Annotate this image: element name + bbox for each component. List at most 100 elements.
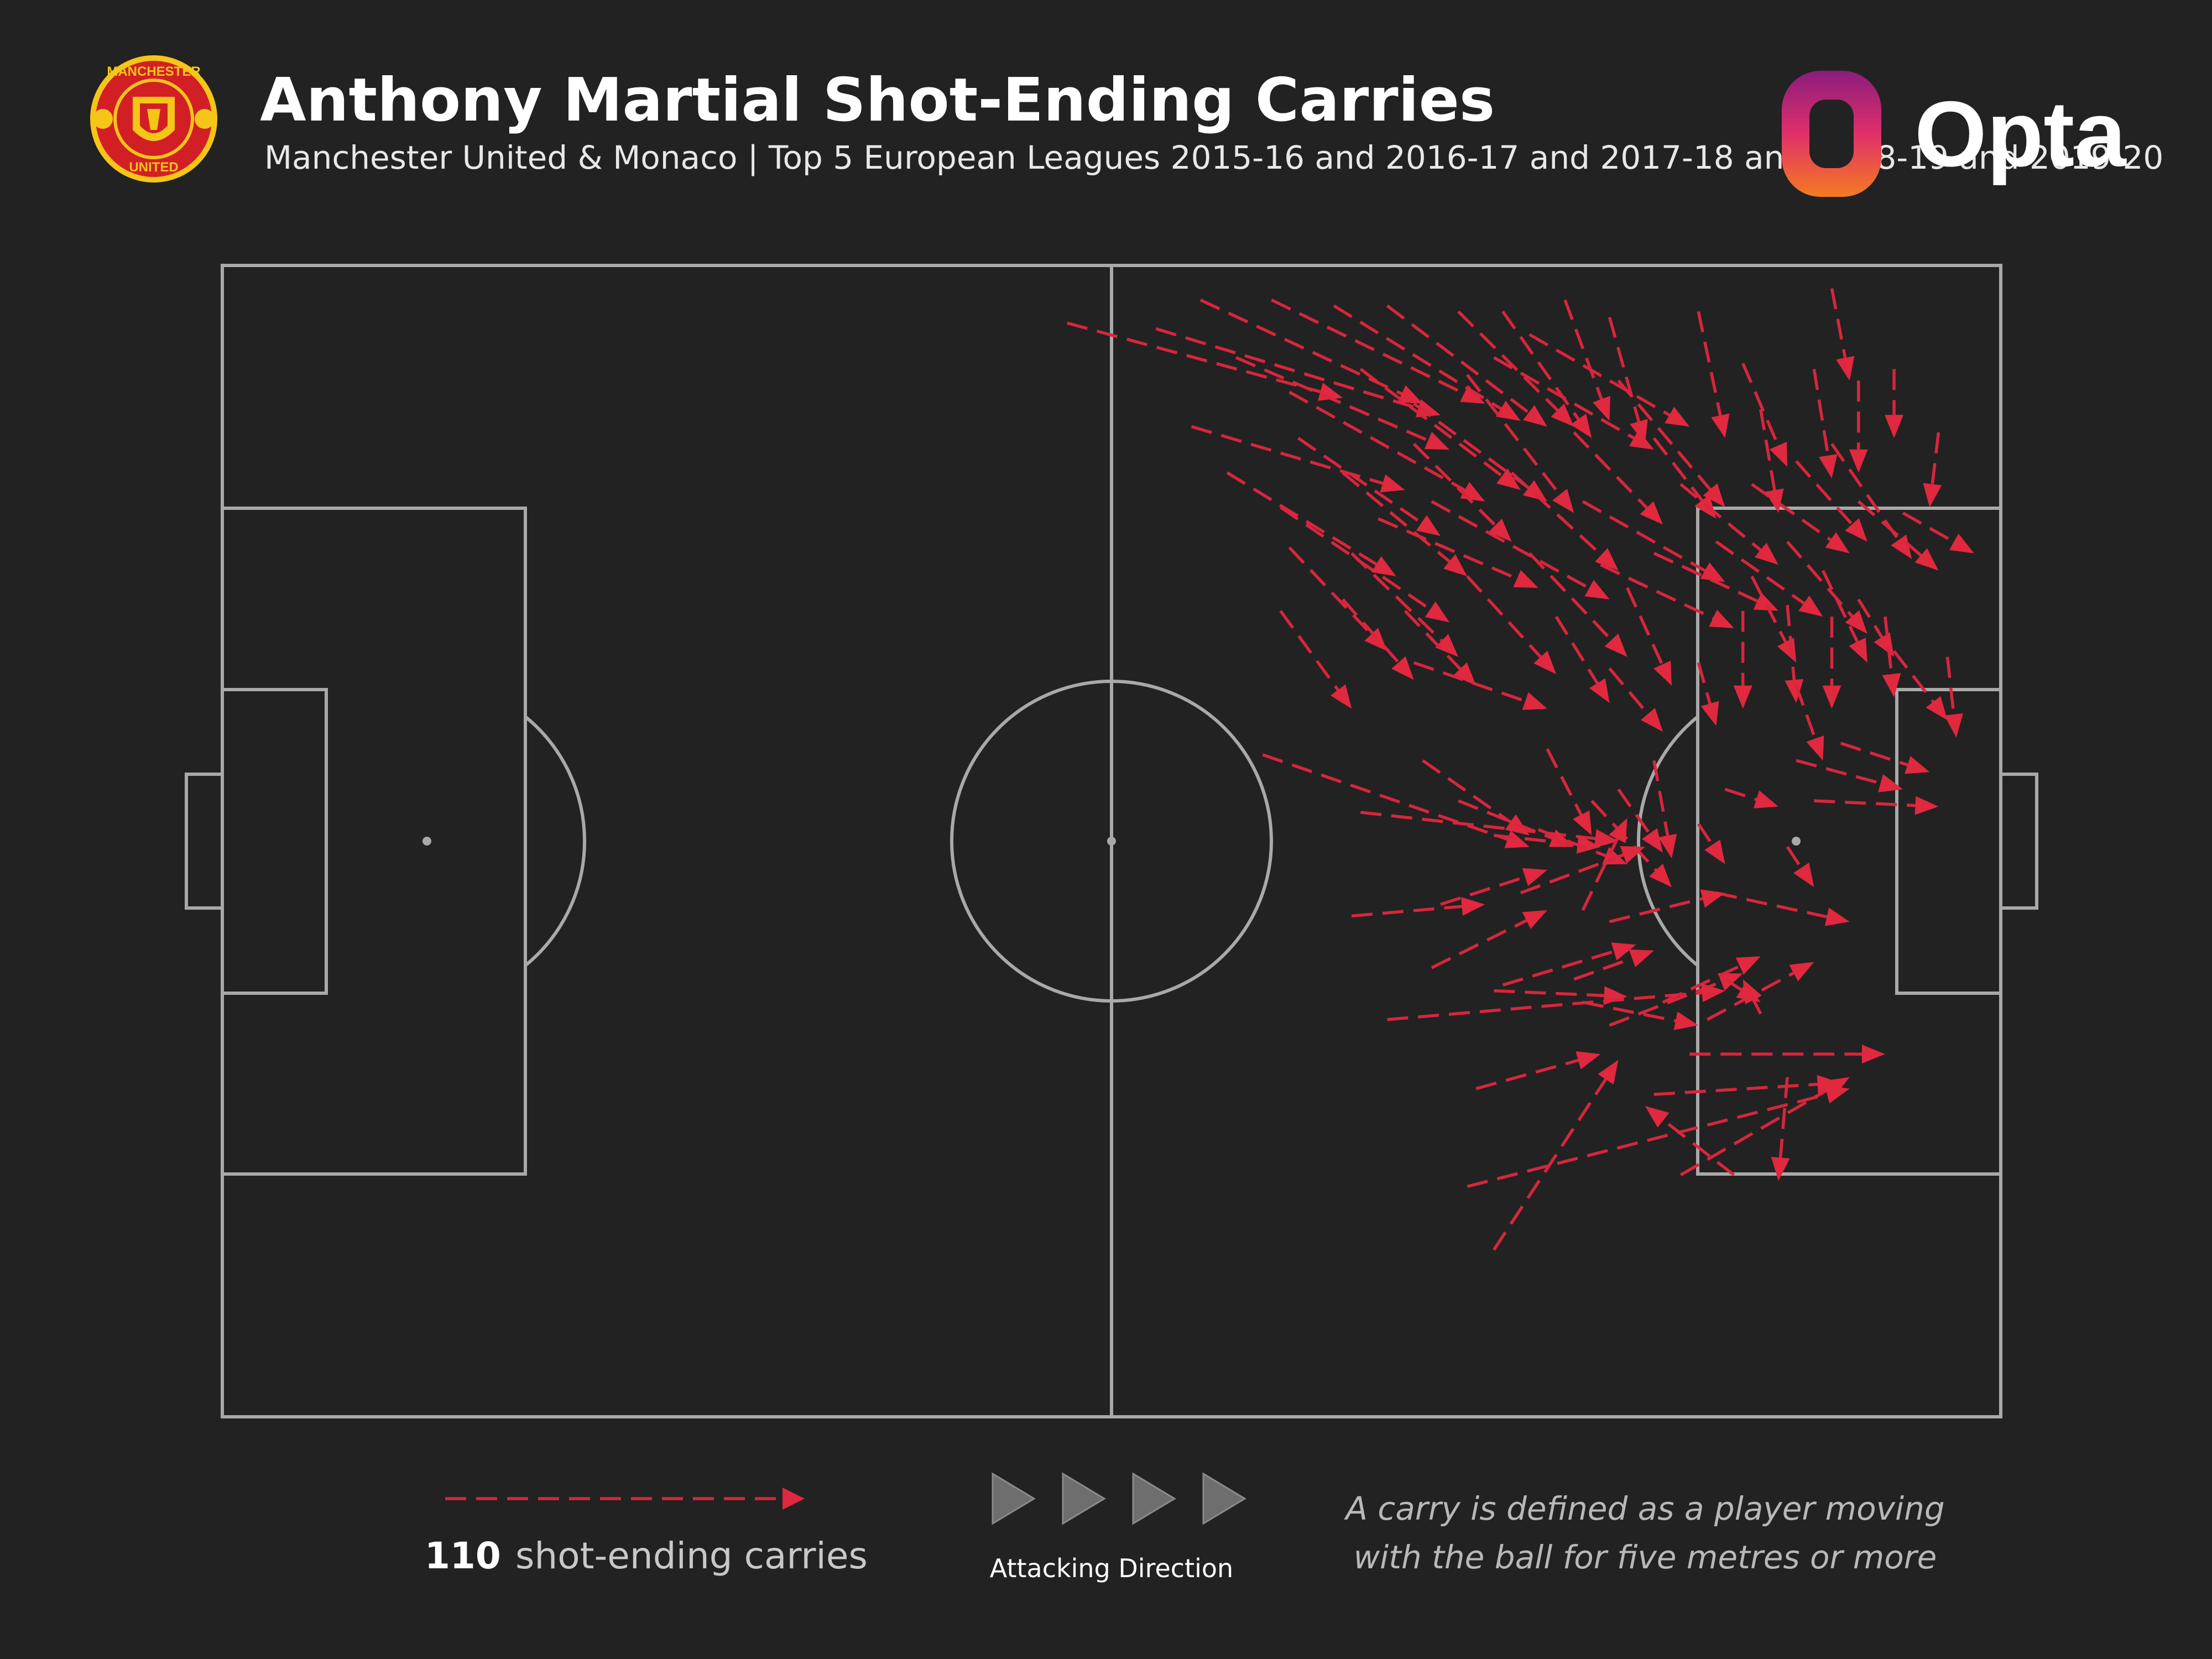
carry-arrow	[1679, 1077, 1850, 1177]
carry-arrow	[1494, 833, 1601, 854]
attacking-direction: Attacking Direction	[990, 1472, 1246, 1583]
chart-title: Anthony Martial Shot-Ending Carries	[260, 66, 1495, 135]
carry-line	[1724, 978, 1743, 991]
carry-arrow	[1155, 327, 1441, 418]
carry-arrow	[1814, 796, 1939, 815]
carry-line	[1235, 356, 1429, 442]
carry-arrowhead	[1777, 638, 1797, 663]
carry-arrow	[1785, 604, 1804, 703]
carry-arrowhead	[1709, 609, 1734, 628]
carry-arrowhead	[1453, 662, 1477, 686]
carry-arrow	[1617, 788, 1663, 853]
carry-arrow	[1413, 661, 1547, 710]
carry-line	[1857, 500, 1922, 557]
carry-arrowhead	[1703, 483, 1725, 508]
carry-line	[1475, 1058, 1579, 1091]
carry-arrowhead	[1533, 650, 1556, 675]
carry-line	[1350, 552, 1443, 642]
carry-line	[1653, 552, 1759, 603]
carry-line	[1751, 483, 1832, 541]
carry-line	[1271, 298, 1465, 395]
carry-arrow	[1786, 846, 1814, 888]
carry-arrowhead	[1425, 601, 1450, 623]
carry-arrowhead	[1700, 701, 1719, 726]
carry-arrowhead	[1522, 692, 1547, 710]
carry-arrowhead	[1371, 556, 1396, 577]
carry-arrowhead	[1488, 518, 1512, 542]
carry-arrow	[1528, 333, 1690, 427]
carry-arrowhead	[1496, 468, 1521, 490]
carry-line	[1412, 442, 1496, 526]
carry-arrow	[1262, 753, 1530, 848]
direction-arrow-icon	[992, 1472, 1036, 1525]
carry-arrowhead	[1640, 501, 1663, 525]
carry-arrowhead	[1704, 839, 1725, 864]
carry-arrow	[1467, 1085, 1850, 1188]
carry-arrow	[1741, 362, 1788, 467]
carry-arrow	[1350, 552, 1459, 657]
carry-arrowhead	[1594, 829, 1619, 848]
carry-line	[1814, 799, 1916, 807]
carry-arrow	[1342, 598, 1414, 680]
carry-arrowhead	[1658, 833, 1677, 859]
carry-arrowhead	[1769, 442, 1788, 467]
carry-arrow	[1857, 500, 1939, 571]
carry-arrow	[1697, 311, 1730, 439]
carry-line	[1457, 310, 1559, 411]
carry-arrow	[1697, 823, 1725, 864]
carry-arrowhead	[1522, 910, 1547, 929]
carry-line	[1662, 1119, 1735, 1176]
carry-arrow	[1882, 616, 1901, 697]
carry-line	[1652, 760, 1670, 836]
left-goal	[185, 773, 224, 910]
carry-arrowhead	[1645, 1105, 1670, 1128]
carry-arrow	[1697, 662, 1719, 726]
carry-arrowhead	[1914, 796, 1939, 815]
carry-line	[1750, 575, 1787, 643]
carry-arrowhead	[1641, 828, 1663, 853]
carry-arrowhead	[1835, 356, 1855, 381]
carry-arrow	[1359, 368, 1521, 490]
carry-arrowhead	[1845, 518, 1867, 542]
carry-arrow	[1510, 471, 1619, 571]
carry-line	[1752, 999, 1762, 1015]
carry-arrow	[1493, 356, 1654, 450]
carry-arrow	[1786, 540, 1867, 634]
carry-line	[1554, 615, 1599, 684]
carry-arrow	[1378, 517, 1538, 588]
carry-arrowhead	[1891, 534, 1912, 559]
carry-arrowhead	[1793, 862, 1814, 888]
carry-line	[1493, 356, 1635, 440]
carry-arrowhead	[1571, 414, 1592, 439]
carry-arrow	[1724, 978, 1761, 1003]
carry-arrowhead	[1391, 656, 1414, 680]
carry-arrow	[1288, 546, 1387, 651]
left-penalty-spot	[422, 837, 431, 846]
carry-arrow	[1235, 356, 1450, 450]
carry-arrow	[1609, 889, 1725, 924]
carry-arrow	[1944, 656, 1963, 738]
centre-circle	[950, 680, 1273, 1003]
carry-arrow	[1724, 787, 1778, 808]
carry-arrow	[1563, 299, 1610, 421]
carry-arrowhead	[1611, 942, 1636, 961]
carry-arrowhead	[1700, 889, 1725, 908]
carry-arrowhead	[1435, 634, 1459, 657]
carry-arrowhead	[1849, 449, 1868, 473]
carry-line	[1387, 991, 1702, 1021]
carry-line	[1715, 891, 1828, 919]
carry-arrowhead	[1551, 403, 1574, 427]
left-penalty-area	[221, 507, 527, 1176]
carry-arrowhead	[1701, 983, 1725, 1003]
club-crest-icon: MANCHESTER UNITED	[90, 55, 217, 182]
carry-arrow	[1520, 846, 1645, 895]
carry-arrow	[1923, 432, 1942, 508]
carry-line	[1404, 609, 1462, 670]
carry-arrow	[1812, 368, 1838, 479]
carry-line	[1342, 471, 1451, 563]
carry-line	[1582, 500, 1706, 572]
carry-line	[1440, 875, 1526, 906]
carry-arrow	[1600, 563, 1734, 628]
carry-arrowhead	[1785, 679, 1804, 703]
carry-arrowhead	[1874, 632, 1895, 657]
